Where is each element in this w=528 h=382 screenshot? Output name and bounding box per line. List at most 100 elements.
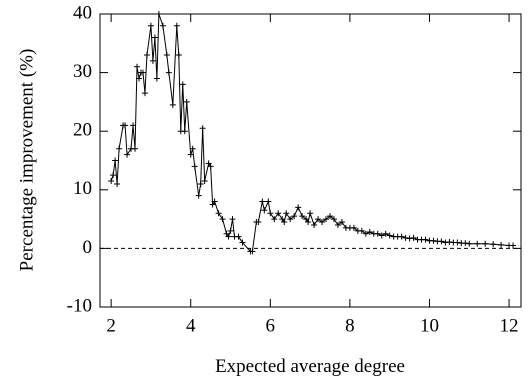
point-marker — [311, 221, 318, 228]
data-line — [110, 13, 514, 252]
point-marker — [315, 216, 322, 223]
point-marker — [271, 216, 278, 223]
point-marker — [189, 145, 196, 152]
point-marker — [153, 75, 160, 82]
x-tick-label: 8 — [345, 315, 355, 336]
point-marker — [510, 242, 517, 249]
point-marker — [326, 213, 333, 220]
point-marker — [430, 237, 437, 244]
point-marker — [323, 216, 330, 223]
point-marker — [165, 69, 172, 76]
x-tick-label: 4 — [186, 315, 196, 336]
x-tick-label: 10 — [420, 315, 439, 336]
point-marker — [249, 248, 256, 255]
point-marker — [307, 210, 314, 217]
y-tick-label: 40 — [73, 2, 92, 23]
point-marker — [283, 210, 290, 217]
point-marker — [281, 219, 288, 226]
x-axis-label: Expected average degree — [215, 356, 405, 377]
point-marker — [350, 224, 357, 231]
point-marker — [169, 101, 176, 108]
point-marker — [358, 227, 365, 234]
point-marker — [287, 216, 294, 223]
point-marker — [130, 122, 137, 129]
point-marker — [155, 11, 162, 17]
point-marker — [474, 240, 481, 247]
point-marker — [151, 34, 158, 41]
point-marker — [197, 180, 204, 187]
point-marker — [173, 22, 180, 29]
point-marker — [149, 57, 156, 64]
point-marker — [124, 151, 131, 158]
point-marker — [141, 90, 148, 97]
point-marker — [183, 98, 190, 105]
point-marker — [207, 163, 214, 170]
point-marker — [215, 210, 222, 217]
point-marker — [498, 241, 505, 248]
x-tick-label: 12 — [500, 315, 519, 336]
point-marker — [114, 180, 121, 187]
point-marker — [374, 230, 381, 237]
x-tick-label: 6 — [266, 315, 276, 336]
point-marker — [132, 145, 139, 152]
point-marker — [275, 210, 282, 217]
point-marker — [410, 234, 417, 241]
point-marker — [454, 239, 461, 246]
point-marker — [191, 163, 198, 170]
point-marker — [108, 178, 115, 185]
point-marker — [462, 240, 469, 247]
point-marker — [330, 216, 337, 223]
point-marker — [179, 81, 186, 88]
point-marker — [259, 198, 266, 205]
point-marker — [139, 69, 146, 76]
point-marker — [438, 238, 445, 245]
point-marker — [199, 125, 206, 132]
point-marker — [406, 235, 413, 242]
point-marker — [482, 240, 489, 247]
point-marker — [195, 192, 202, 199]
x-tick-label: 2 — [106, 315, 116, 336]
point-marker — [378, 232, 385, 239]
y-tick-label: 0 — [83, 237, 93, 258]
y-tick-label: 10 — [73, 178, 92, 199]
point-marker — [143, 52, 150, 59]
point-marker — [163, 52, 170, 59]
y-tick-label: 20 — [73, 120, 92, 141]
point-marker — [201, 178, 208, 185]
point-marker — [291, 213, 298, 220]
point-marker — [305, 219, 312, 226]
point-marker — [334, 221, 341, 228]
point-marker — [187, 151, 194, 158]
point-marker — [422, 236, 429, 243]
point-marker — [366, 228, 373, 235]
point-marker — [265, 198, 272, 205]
point-marker — [225, 233, 232, 240]
point-marker — [338, 219, 345, 226]
y-axis-label: Percentage improvement (%) — [16, 49, 37, 272]
point-marker — [446, 238, 453, 245]
point-marker — [319, 219, 326, 226]
point-marker — [402, 234, 409, 241]
point-marker — [159, 22, 166, 29]
point-marker — [442, 239, 449, 246]
point-marker — [386, 232, 393, 239]
point-marker — [362, 230, 369, 237]
point-marker — [147, 22, 154, 29]
point-marker — [490, 241, 497, 248]
point-marker — [211, 198, 218, 205]
y-tick-label: -10 — [67, 295, 92, 316]
point-marker — [299, 213, 306, 220]
point-marker — [175, 52, 182, 59]
point-marker — [122, 122, 129, 129]
point-marker — [112, 157, 119, 164]
y-tick-label: 30 — [73, 61, 92, 82]
point-marker — [227, 227, 234, 234]
point-marker — [134, 63, 141, 70]
point-marker — [239, 239, 246, 246]
point-marker — [267, 210, 274, 217]
point-marker — [135, 75, 142, 82]
point-marker — [110, 172, 117, 179]
point-marker — [261, 207, 268, 214]
point-marker — [219, 216, 226, 223]
